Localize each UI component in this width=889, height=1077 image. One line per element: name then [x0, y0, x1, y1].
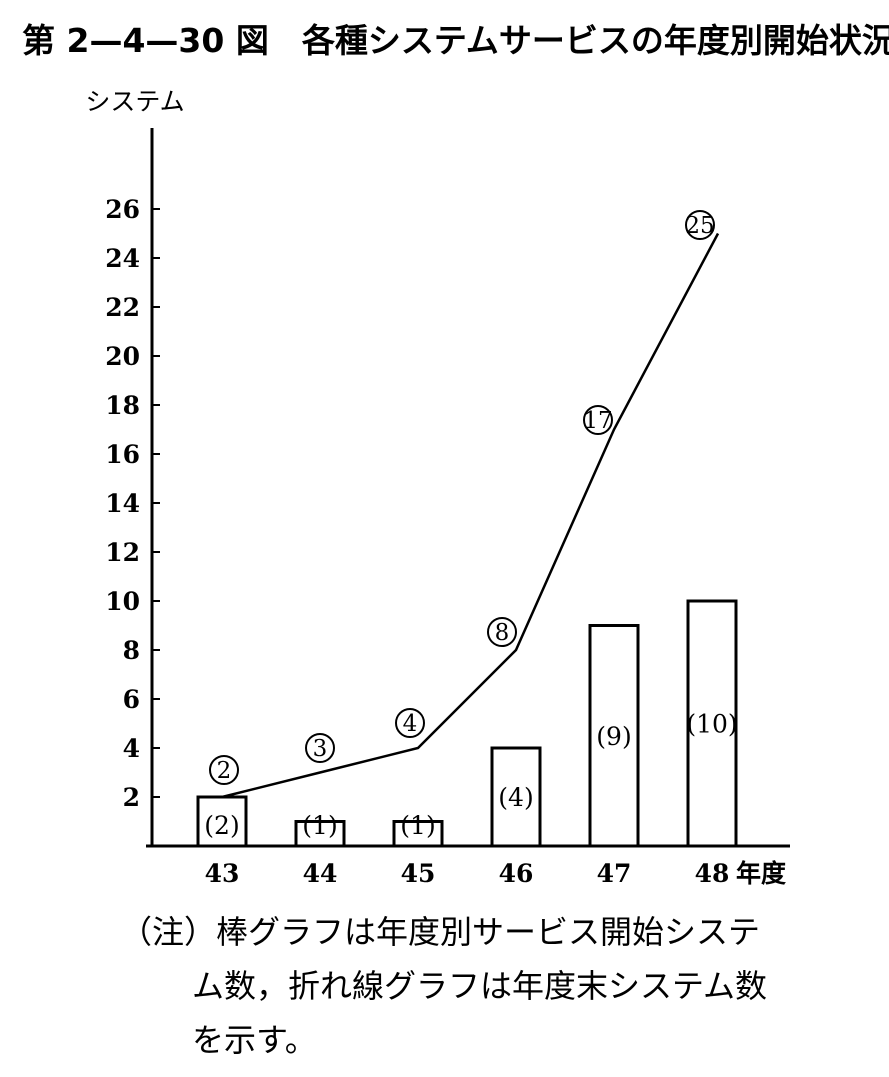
line-path	[221, 232, 720, 799]
y-tick-label: 6	[123, 685, 140, 714]
line-point-label: 25	[685, 213, 714, 239]
y-tick-label: 26	[105, 195, 140, 224]
line-point-label: 8	[495, 620, 510, 646]
line-series	[209, 210, 720, 799]
line-point-marker	[209, 755, 239, 785]
x-tick-label: 47	[597, 859, 632, 888]
line-point-label: 3	[313, 736, 328, 762]
x-tick-label: 46	[499, 859, 534, 888]
footnote-prefix: （注）	[120, 913, 217, 951]
x-axis-label: 年度	[736, 859, 786, 888]
y-tick-label: 2	[123, 783, 140, 812]
y-tick-label: 10	[105, 587, 140, 616]
y-tick-label: 8	[123, 636, 140, 665]
x-tick-label: 45	[401, 859, 436, 888]
bar-label: (2)	[204, 811, 239, 840]
bar-series	[196, 599, 738, 848]
x-tick-label: 43	[205, 859, 240, 888]
y-tick-label: 22	[105, 293, 140, 322]
y-tick-label: 24	[105, 244, 140, 273]
bar-label: (4)	[498, 783, 533, 812]
line-point-marker	[305, 733, 335, 763]
y-tick-label: 20	[105, 342, 140, 371]
bar	[392, 820, 444, 848]
y-axis-label: システム	[85, 87, 184, 116]
footnote-line-1: 棒グラフは年度別サービス開始システ	[216, 913, 761, 951]
line-point-label: 17	[583, 408, 612, 434]
bar-label: (10)	[686, 710, 737, 739]
line-point-marker	[395, 708, 425, 738]
x-tick-label: 44	[303, 859, 338, 888]
line-point-marker	[685, 210, 715, 240]
footnote-line-2: ム数，折れ線グラフは年度末システム数	[192, 967, 768, 1005]
bar-label: (1)	[400, 811, 435, 840]
x-tick-label: 48	[695, 859, 730, 888]
bar	[490, 746, 542, 848]
bar-label: (1)	[302, 811, 337, 840]
line-point-label: 2	[217, 758, 232, 784]
line-point-marker	[583, 405, 613, 435]
bar	[294, 820, 346, 848]
chart-title: 第 2—4—30 図 各種システムサービスの年度別開始状況	[22, 21, 889, 60]
line-point-marker	[487, 617, 517, 647]
y-tick-label: 14	[105, 489, 140, 518]
bar	[686, 599, 738, 848]
chart-labels: (2) (1) (1) (4) (9) (10) 2 3 4 8 17 25	[204, 213, 737, 840]
y-tick-label: 4	[123, 734, 140, 763]
footnote: （注） 棒グラフは年度別サービス開始システ ム数，折れ線グラフは年度末システム数…	[120, 905, 820, 1067]
footnote-line-3: を示す。	[192, 1021, 317, 1059]
y-tick-label: 16	[105, 440, 140, 469]
bar	[588, 624, 640, 848]
y-tick-label: 18	[105, 391, 140, 420]
y-tick-label: 12	[105, 538, 140, 567]
line-point-label: 4	[403, 711, 418, 737]
bar-label: (9)	[596, 722, 631, 751]
